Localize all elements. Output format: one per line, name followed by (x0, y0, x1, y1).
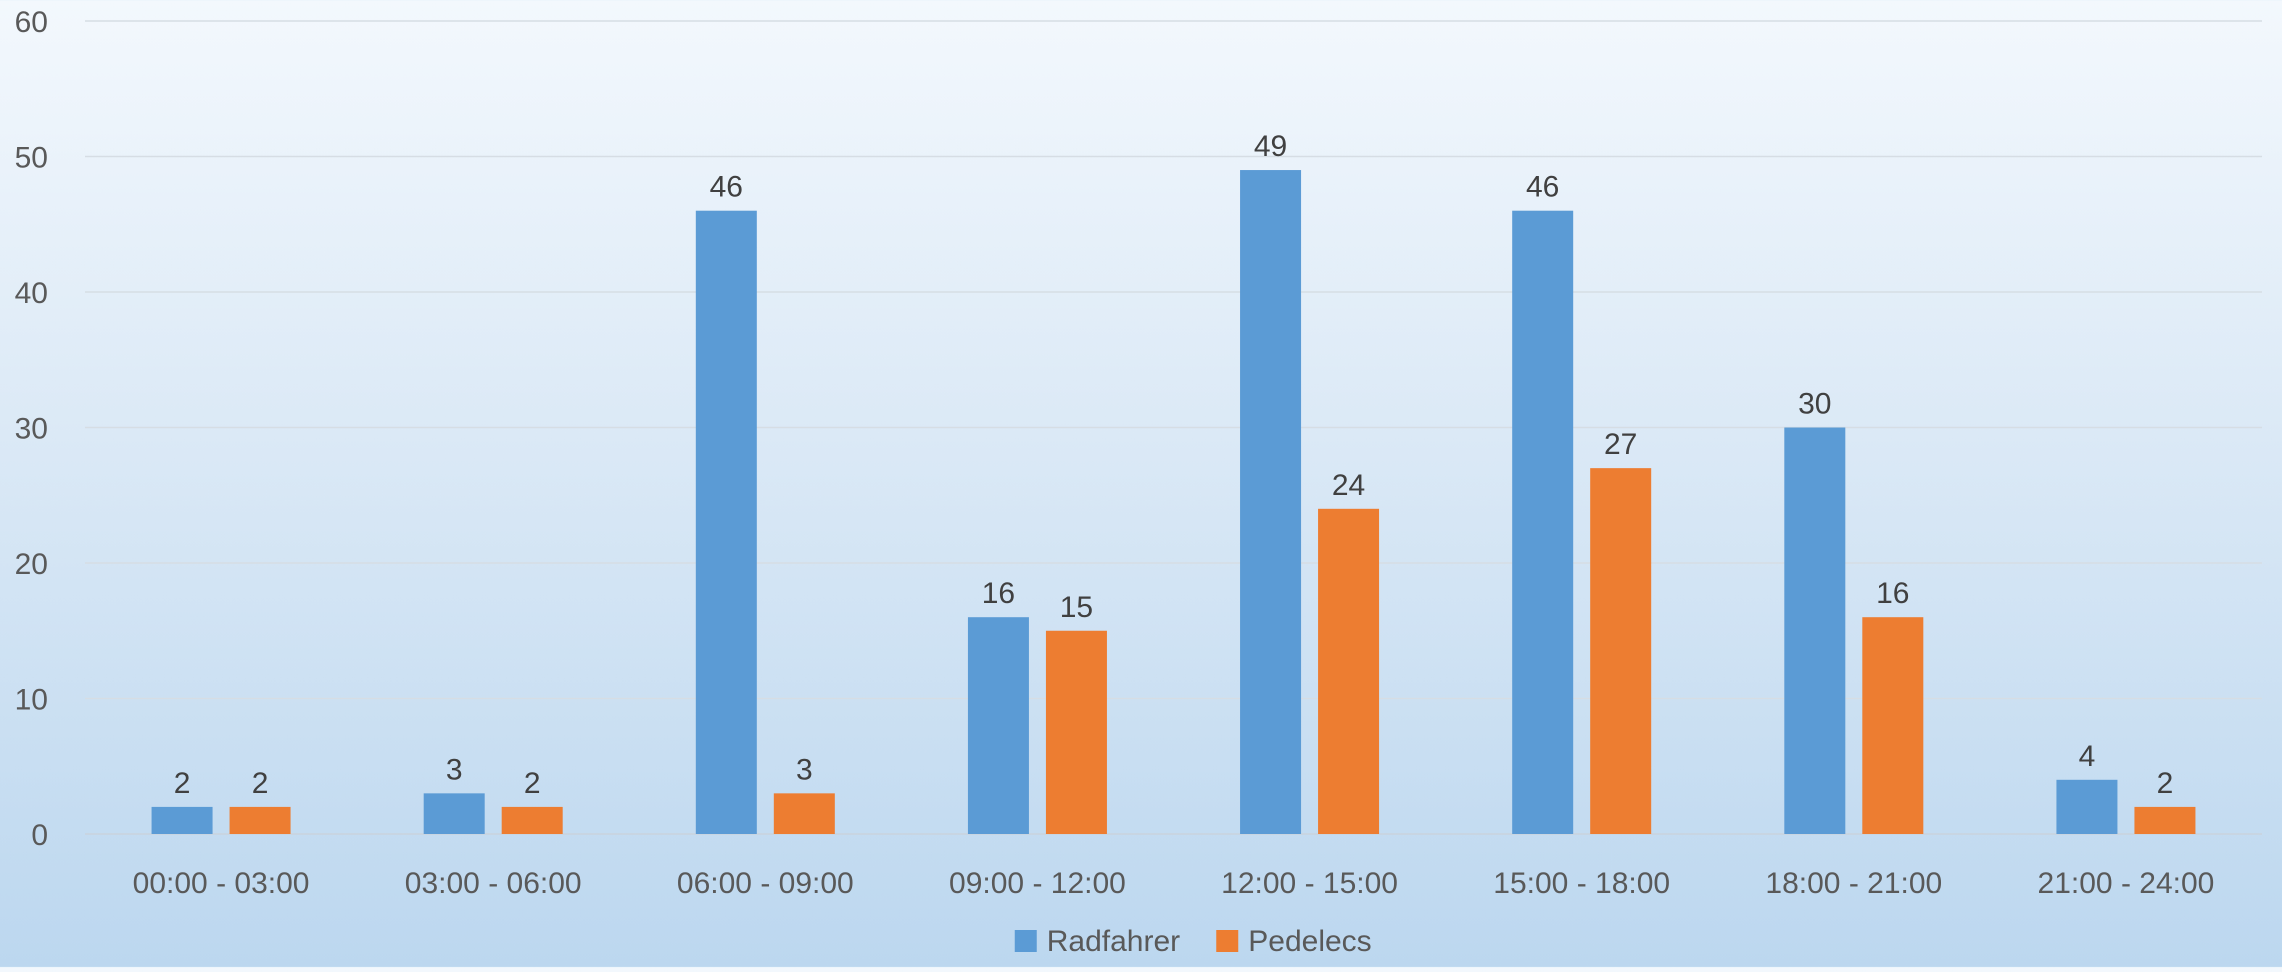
gridlines (85, 21, 2262, 834)
bar-radfahrer (1240, 170, 1301, 834)
bar-pedelecs (774, 793, 835, 834)
bar-radfahrer (152, 807, 213, 834)
x-tick-label: 03:00 - 06:00 (405, 867, 582, 900)
bar-pedelecs (1318, 509, 1379, 834)
legend-label: Radfahrer (1047, 925, 1180, 958)
y-tick-label: 0 (31, 819, 48, 852)
data-label: 3 (796, 753, 813, 786)
data-label: 2 (2157, 767, 2174, 800)
data-label: 46 (1526, 171, 1559, 204)
data-label: 16 (1876, 577, 1909, 610)
y-tick-label: 40 (15, 277, 48, 310)
data-label: 2 (174, 767, 191, 800)
legend: Radfahrer Pedelecs (1015, 925, 1372, 958)
data-label: 24 (1332, 469, 1365, 502)
y-tick-label: 10 (15, 684, 48, 717)
bar-pedelecs (502, 807, 563, 834)
x-tick-label: 21:00 - 24:00 (2038, 867, 2215, 900)
bar-pedelecs (1590, 468, 1651, 834)
bar-pedelecs (1046, 631, 1107, 834)
x-tick-label: 12:00 - 15:00 (1221, 867, 1398, 900)
x-tick-label: 15:00 - 18:00 (1493, 867, 1670, 900)
y-axis-tick-labels: 0 10 20 30 40 50 60 (15, 6, 48, 852)
data-label: 3 (446, 753, 463, 786)
bar-radfahrer (1784, 428, 1845, 835)
bar-radfahrer (424, 793, 485, 834)
x-axis-tick-labels: 00:00 - 03:00 03:00 - 06:00 06:00 - 09:00 0… (133, 867, 2215, 900)
legend-swatch-radfahrer (1015, 930, 1037, 952)
bar-radfahrer (1512, 211, 1573, 834)
data-label: 27 (1604, 428, 1637, 461)
x-tick-label: 06:00 - 09:00 (677, 867, 854, 900)
data-label: 30 (1798, 388, 1831, 421)
data-label: 49 (1254, 130, 1287, 163)
y-tick-label: 50 (15, 142, 48, 175)
bar-radfahrer (2056, 780, 2117, 834)
x-tick-label: 00:00 - 03:00 (133, 867, 310, 900)
data-label: 15 (1060, 591, 1093, 624)
x-tick-label: 09:00 - 12:00 (949, 867, 1126, 900)
data-label: 2 (524, 767, 541, 800)
legend-label: Pedelecs (1248, 925, 1371, 958)
data-label: 46 (710, 171, 743, 204)
bar-pedelecs (230, 807, 291, 834)
bar-pedelecs (1862, 617, 1923, 834)
bars (152, 170, 2196, 834)
data-label: 16 (982, 577, 1015, 610)
y-tick-label: 30 (15, 413, 48, 446)
y-tick-label: 60 (15, 6, 48, 39)
data-label: 2 (252, 767, 269, 800)
bar-pedelecs (2134, 807, 2195, 834)
bar-radfahrer (968, 617, 1029, 834)
y-tick-label: 20 (15, 548, 48, 581)
legend-swatch-pedelecs (1216, 930, 1238, 952)
x-tick-label: 18:00 - 21:00 (1765, 867, 1942, 900)
bar-radfahrer (696, 211, 757, 834)
data-label: 4 (2079, 740, 2096, 773)
